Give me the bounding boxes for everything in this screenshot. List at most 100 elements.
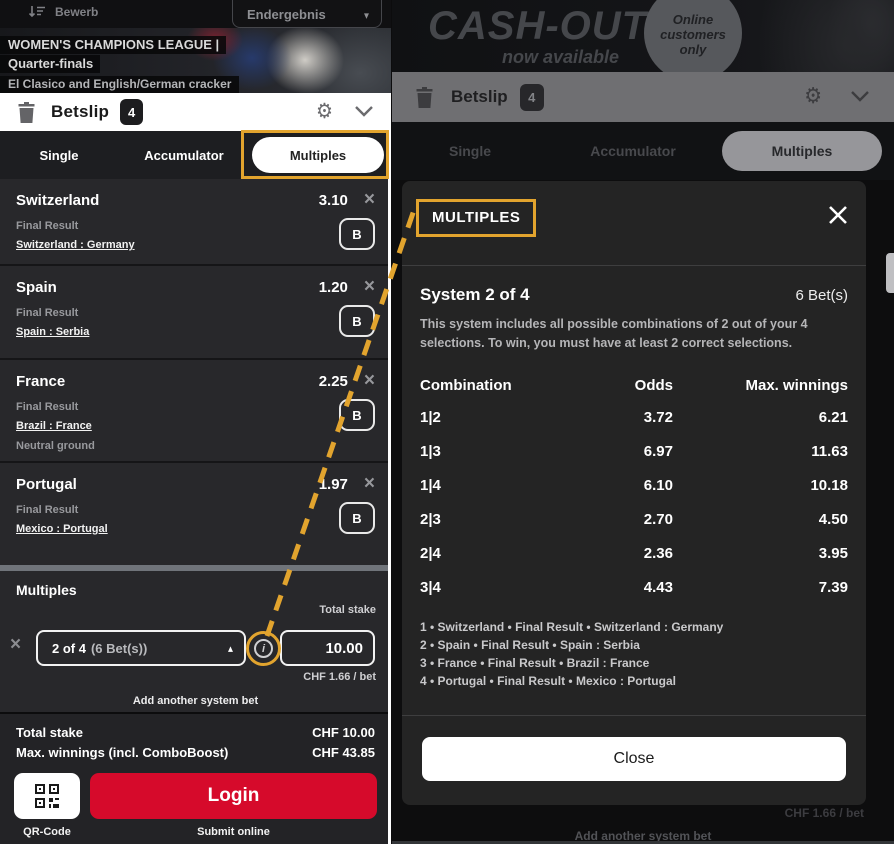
qr-code-icon [35,784,59,808]
system-info-icon[interactable]: i [254,639,273,658]
combinations-table: Combination Odds Max. winnings 1|2 3.72 … [420,371,848,605]
tab-multiples: Multiples [722,131,882,171]
remove-selection-icon[interactable]: × [363,370,375,391]
table-row: 2|3 2.70 4.50 [420,511,848,529]
summary-total-stake-label: Total stake [16,725,83,740]
banner-subtitle: El Clasico and English/German cracker [0,76,240,93]
selection-name: Switzerland [16,192,100,209]
sort-label: Bewerb [55,5,99,19]
modal-divider [402,265,866,266]
submit-online-label: Submit online [197,826,270,838]
boost-button[interactable]: B [339,218,375,250]
summary-max-winnings-value: CHF 43.85 [312,745,375,760]
cashout-subline: now available [502,47,620,67]
selection-card: Spain 1.20 × Final Result Spain : Serbia… [0,266,391,360]
summary-total-stake-value: CHF 10.00 [312,725,375,740]
market-filter-dropdown[interactable]: Endergebnis ▾ [232,0,382,28]
summary-bar-edge [392,841,894,844]
legend-item: 1 • Switzerland • Final Result • Switzer… [420,619,724,634]
dimmed-betslip-header: Betslip 4 ⚙ [392,72,894,122]
betslip-header: Betslip 4 ⚙ [0,93,391,131]
stake-input[interactable]: 10.00 [280,630,375,666]
col-combination: Combination [420,377,512,395]
selection-market: Final Result [16,401,79,413]
sort-filter-bar: Bewerb Endergebnis ▾ [0,0,391,28]
selection-card: France 2.25 × Final Result Brazil : Fran… [0,360,391,463]
add-system-bet-link[interactable]: Add another system bet [132,695,259,707]
per-bet-amount: CHF 1.66 / bet [303,671,376,683]
selection-pick: Mexico : Portugal [16,523,108,535]
market-filter-value: Endergebnis [247,7,326,22]
system-dropdown[interactable]: 2 of 4 (6 Bet(s)) ▴ [36,630,246,666]
sort-icon [28,6,45,18]
col-max-winnings: Max. winnings [745,377,848,395]
selection-name: Portugal [16,476,77,493]
betslip-tabs: Single Accumulator Multiples [0,131,391,179]
remove-selection-icon[interactable]: × [363,189,375,210]
multiples-info-modal: MULTIPLES System 2 of 4 6 Bet(s) This sy… [402,181,866,805]
dimmed-betslip-tabs: Single Accumulator Multiples [392,122,894,293]
tab-accumulator: Accumulator [590,143,676,159]
legend-item: 2 • Spain • Final Result • Spain : Serbi… [420,637,640,652]
system-dropdown-detail: (6 Bet(s)) [90,640,148,656]
selection-name: Spain [16,279,57,296]
table-row: 1|4 6.10 10.18 [420,477,848,495]
selection-card: Switzerland 3.10 × Final Result Switzerl… [0,179,391,266]
cashout-banner: CASH-OUT now available Online customers … [392,0,894,72]
selection-pick: Switzerland : Germany [16,239,135,251]
selection-market: Final Result [16,220,79,232]
tab-multiples[interactable]: Multiples [252,137,384,173]
promo-banner[interactable]: WOMEN'S CHAMPIONS LEAGUE | Quarter-final… [0,28,391,93]
selection-market: Final Result [16,307,79,319]
selection-pick: Spain : Serbia [16,326,90,338]
remove-selection-icon[interactable]: × [363,473,375,494]
sort-control[interactable]: Bewerb [28,5,98,19]
selection-odds: 3.10 [318,192,348,209]
boost-button[interactable]: B [339,399,375,431]
table-row: 2|4 2.36 3.95 [420,545,848,563]
add-system-bet-link: Add another system bet [574,829,712,843]
modal-body: System 2 of 4 6 Bet(s) This system inclu… [402,265,866,805]
boost-button[interactable]: B [339,305,375,337]
table-header-row: Combination Odds Max. winnings [420,371,848,401]
betslip-panel: Bewerb Endergebnis ▾ WOMEN'S CHAMPIONS L… [0,0,391,844]
scroll-edge-hint [886,253,894,293]
tab-single: Single [448,143,491,159]
login-button[interactable]: Login [90,773,377,819]
modal-divider [402,715,866,716]
table-row: 1|2 3.72 6.21 [420,409,848,427]
multiples-section-title: Multiples [16,582,77,598]
tab-single[interactable]: Single [39,147,79,163]
boost-button[interactable]: B [339,502,375,534]
betslip-count-badge: 4 [519,83,544,111]
banner-title-line2: Quarter-finals [0,55,101,73]
trash-icon[interactable] [17,101,36,123]
collapse-chevron-icon [851,91,869,102]
close-button[interactable]: Close [422,737,846,781]
selection-card: Portugal 1.97 × Final Result Mexico : Po… [0,463,391,565]
per-bet-amount: CHF 1.66 / bet [784,806,864,820]
settings-gear-icon[interactable]: ⚙ [316,100,333,123]
cashout-headline: CASH-OUT [428,4,648,48]
settings-gear-icon: ⚙ [804,83,822,108]
remove-system-icon[interactable]: × [10,634,22,655]
betslip-count-badge: 4 [120,99,144,125]
panel-divider [388,93,391,844]
system-bet-count: 6 Bet(s) [795,287,848,304]
qr-code-button[interactable] [14,773,80,819]
betslip-title: Betslip [51,102,110,121]
remove-selection-icon[interactable]: × [363,276,375,297]
close-icon[interactable] [826,203,850,227]
collapse-chevron-icon[interactable] [354,105,374,117]
tab-accumulator[interactable]: Accumulator [144,147,224,163]
legend-item: 3 • France • Final Result • Brazil : Fra… [420,655,650,670]
selections-list: Switzerland 3.10 × Final Result Switzerl… [0,179,391,565]
qr-code-label: QR-Code [23,826,71,838]
multiples-section: Multiples Total stake × 2 of 4 (6 Bet(s)… [0,571,391,712]
caret-up-icon: ▴ [228,642,233,655]
selection-name: France [16,373,66,390]
online-customers-badge: Online customers only [644,0,742,72]
modal-title: MULTIPLES [416,199,537,237]
horizontal-scrollbar[interactable] [0,565,391,571]
